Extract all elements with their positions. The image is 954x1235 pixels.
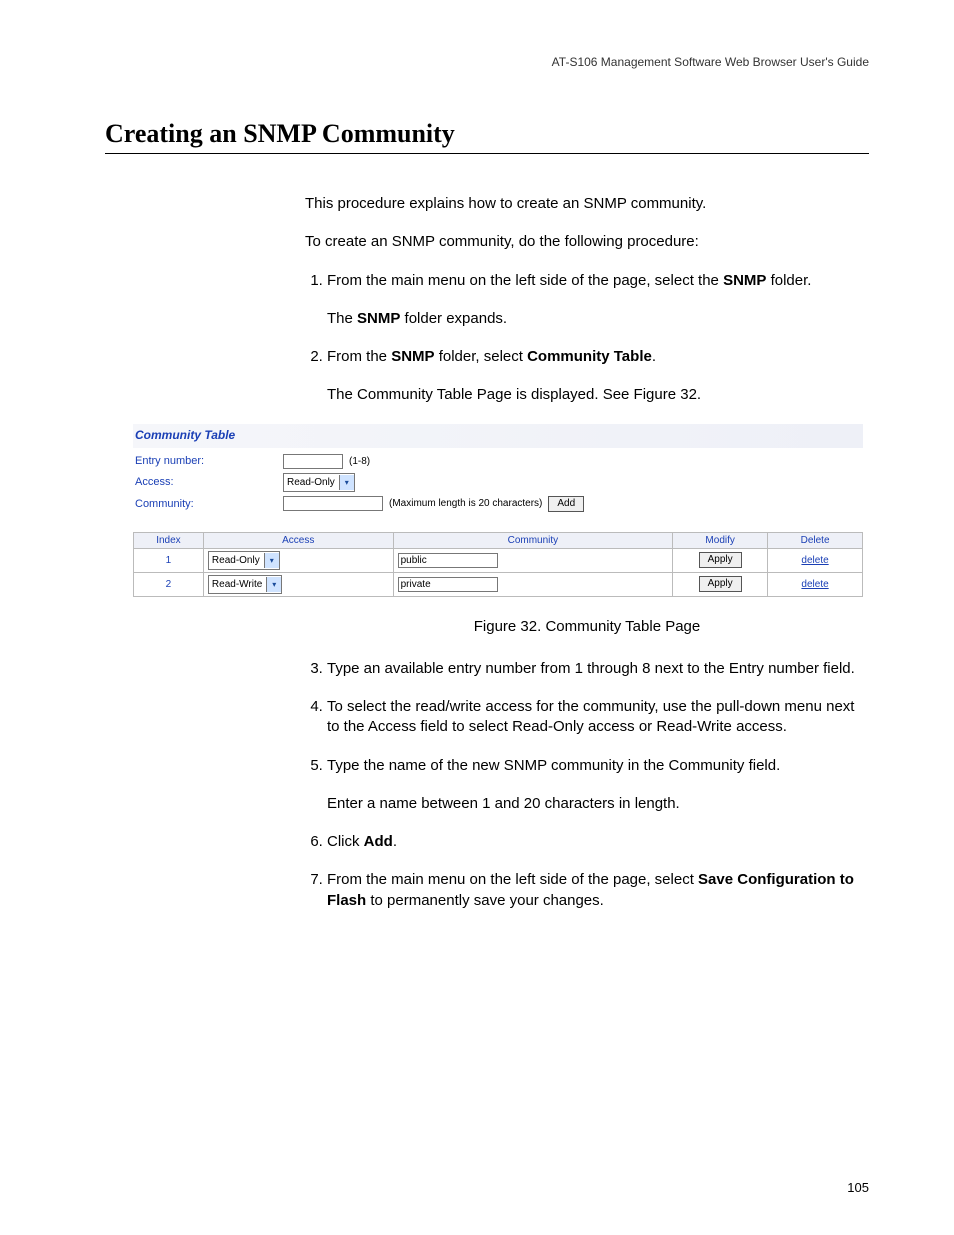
step-2-post: . xyxy=(652,348,656,365)
step-2: From the SNMP folder, select Community T… xyxy=(327,347,869,406)
community-table-title: Community Table xyxy=(133,424,863,448)
chevron-down-icon: ▾ xyxy=(339,475,354,490)
cell-access: Read-Only ▾ xyxy=(203,548,393,572)
step-5-text: Type the name of the new SNMP community … xyxy=(327,757,780,774)
access-select[interactable]: Read-Only ▾ xyxy=(283,473,355,492)
step-2-mid: folder, select xyxy=(435,348,528,365)
row-access-value: Read-Only xyxy=(212,555,260,566)
procedure-steps-upper: From the main menu on the left side of t… xyxy=(305,271,869,406)
community-table-figure: Community Table Entry number: (1-8) Acce… xyxy=(133,424,863,597)
cell-modify: Apply xyxy=(673,572,768,596)
delete-link[interactable]: delete xyxy=(801,579,828,590)
page-number: 105 xyxy=(847,1180,869,1195)
cell-access: Read-Write ▾ xyxy=(203,572,393,596)
cell-index: 2 xyxy=(134,572,204,596)
step-1-sub-bold: SNMP xyxy=(357,310,400,327)
step-7-post: to permanently save your changes. xyxy=(366,892,604,909)
cell-delete: delete xyxy=(768,572,863,596)
table-header-row: Index Access Community Modify Delete xyxy=(134,532,863,548)
add-button[interactable]: Add xyxy=(548,496,584,512)
row-community-input[interactable] xyxy=(398,577,498,592)
step-5: Type the name of the new SNMP community … xyxy=(327,756,869,815)
table-row: 2 Read-Write ▾ Apply delete xyxy=(134,572,863,596)
row-access-select[interactable]: Read-Write ▾ xyxy=(208,575,282,594)
section-title: Creating an SNMP Community xyxy=(105,119,869,154)
step-3: Type an available entry number from 1 th… xyxy=(327,659,869,679)
entry-number-input[interactable] xyxy=(283,454,343,469)
step-7: From the main menu on the left side of t… xyxy=(327,870,869,911)
step-7-pre: From the main menu on the left side of t… xyxy=(327,871,698,888)
community-hint: (Maximum length is 20 characters) xyxy=(389,498,542,509)
step-6-pre: Click xyxy=(327,833,364,850)
col-access: Access xyxy=(203,532,393,548)
access-select-value: Read-Only xyxy=(287,477,335,488)
figure-caption: Figure 32. Community Table Page xyxy=(305,617,869,637)
chevron-down-icon: ▾ xyxy=(266,577,281,592)
step-1-text-post: folder. xyxy=(766,272,811,289)
col-modify: Modify xyxy=(673,532,768,548)
apply-button[interactable]: Apply xyxy=(699,576,742,592)
community-input[interactable] xyxy=(283,496,383,511)
step-2-bold1: SNMP xyxy=(391,348,434,365)
cell-community xyxy=(393,572,673,596)
delete-link[interactable]: delete xyxy=(801,555,828,566)
chevron-down-icon: ▾ xyxy=(264,553,279,568)
col-index: Index xyxy=(134,532,204,548)
running-header: AT-S106 Management Software Web Browser … xyxy=(105,55,869,69)
step-6: Click Add. xyxy=(327,832,869,852)
step-1-sub-post: folder expands. xyxy=(400,310,507,327)
step-1-text-pre: From the main menu on the left side of t… xyxy=(327,272,723,289)
step-2-sub: The Community Table Page is displayed. S… xyxy=(327,385,869,405)
procedure-steps-lower: Type an available entry number from 1 th… xyxy=(305,659,869,911)
step-4: To select the read/write access for the … xyxy=(327,697,869,738)
cell-delete: delete xyxy=(768,548,863,572)
row-community-input[interactable] xyxy=(398,553,498,568)
table-row: 1 Read-Only ▾ Apply delete xyxy=(134,548,863,572)
apply-button[interactable]: Apply xyxy=(699,552,742,568)
entry-number-label: Entry number: xyxy=(135,455,283,467)
step-2-pre: From the xyxy=(327,348,391,365)
access-label: Access: xyxy=(135,476,283,488)
intro-p1: This procedure explains how to create an… xyxy=(305,194,869,214)
cell-community xyxy=(393,548,673,572)
step-6-bold: Add xyxy=(364,833,393,850)
step-5-sub: Enter a name between 1 and 20 characters… xyxy=(327,794,869,814)
step-2-bold2: Community Table xyxy=(527,348,652,365)
intro-p2: To create an SNMP community, do the foll… xyxy=(305,232,869,252)
entry-range-hint: (1-8) xyxy=(349,456,370,467)
community-label: Community: xyxy=(135,498,283,510)
step-1-bold: SNMP xyxy=(723,272,766,289)
row-access-value: Read-Write xyxy=(212,579,262,590)
step-6-post: . xyxy=(393,833,397,850)
cell-index: 1 xyxy=(134,548,204,572)
cell-modify: Apply xyxy=(673,548,768,572)
col-delete: Delete xyxy=(768,532,863,548)
col-community: Community xyxy=(393,532,673,548)
community-table: Index Access Community Modify Delete 1 R… xyxy=(133,532,863,597)
step-1: From the main menu on the left side of t… xyxy=(327,271,869,330)
step-1-sub-pre: The xyxy=(327,310,357,327)
row-access-select[interactable]: Read-Only ▾ xyxy=(208,551,280,570)
